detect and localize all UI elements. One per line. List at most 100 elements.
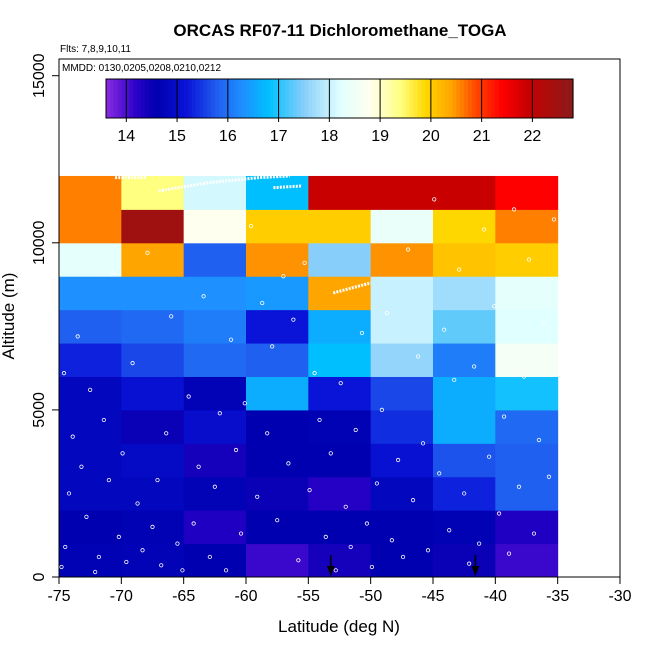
heatmap-cell: [183, 543, 247, 578]
colorbar-segment: [226, 79, 232, 118]
colorbar-segment: [460, 79, 465, 118]
colorbar-segment: [475, 79, 481, 118]
sample-point: [180, 568, 185, 573]
sample-point: [496, 511, 502, 516]
sample-point: [551, 217, 557, 222]
colorbar-tick-label: 18: [320, 128, 338, 145]
heatmap-cell: [121, 175, 185, 210]
sample-point: [124, 559, 129, 565]
colorbar-segment: [386, 79, 391, 118]
sample-point: [275, 518, 280, 523]
sample-point: [110, 270, 115, 275]
colorbar-segment: [565, 79, 570, 118]
heatmap-cell: [121, 309, 185, 344]
sample-point: [516, 484, 522, 489]
heatmap-cell: [495, 343, 559, 377]
sample-point: [328, 451, 333, 456]
heatmap-cell: [370, 276, 434, 311]
colorbar-segment: [417, 79, 422, 118]
colorbar-segment: [541, 79, 547, 118]
sample-point: [420, 441, 426, 446]
heatmap-cell: [183, 510, 247, 545]
heatmap-cell: [183, 276, 247, 311]
x-tick-label: -75: [47, 588, 70, 605]
y-tick-label: 0: [31, 572, 48, 581]
colorbar-segment: [300, 79, 306, 118]
sample-point: [265, 431, 270, 436]
heatmap-cell: [246, 209, 309, 244]
sample-point: [212, 484, 217, 489]
arrow-head: [471, 566, 480, 576]
colorbar-segment: [487, 79, 492, 118]
colorbar-segment: [106, 79, 111, 118]
sample-point: [233, 447, 239, 453]
heatmap-cell: [121, 409, 185, 444]
sample-point: [442, 327, 447, 332]
sample-point: [472, 364, 477, 369]
sample-point: [425, 548, 431, 553]
colorbar-segment: [113, 79, 119, 118]
colorbar-segment: [553, 79, 559, 118]
colorbar-segment: [222, 79, 228, 118]
colorbar-tick-label: 14: [117, 128, 135, 145]
heatmap-cell: [246, 276, 309, 311]
colorbar-segment: [203, 79, 208, 118]
sample-point: [536, 437, 542, 443]
heatmap-cell: [246, 510, 309, 545]
sample-point: [93, 569, 98, 575]
colorbar-segment: [176, 79, 181, 118]
heatmap-cell: [433, 476, 496, 511]
colorbar-tick-label: 22: [523, 128, 541, 145]
sample-point: [120, 451, 125, 456]
heatmap-cell: [495, 376, 559, 411]
heatmap-cell: [121, 443, 185, 478]
y-tick-label: 10000: [31, 220, 48, 265]
heatmap-cell: [59, 309, 122, 344]
colorbar-segment: [444, 79, 450, 118]
colorbar-segment: [187, 79, 193, 118]
sample-point: [75, 334, 80, 339]
sample-point: [437, 471, 442, 476]
colorbar-segment: [117, 79, 123, 118]
heatmap-cells: [59, 175, 559, 578]
x-tick-label: -40: [484, 588, 507, 605]
sample-point: [389, 538, 394, 543]
colorbar-segment: [327, 79, 333, 118]
sample-point: [405, 247, 411, 252]
colorbar-segment: [183, 79, 189, 118]
colorbar-segment: [144, 79, 150, 118]
colorbar-segment: [425, 79, 430, 118]
colorbar-segment: [495, 79, 500, 118]
heatmap-cell: [308, 242, 372, 277]
colorbar-segment: [304, 79, 309, 118]
sample-point: [248, 223, 254, 229]
sample-point: [228, 337, 234, 342]
colorbar-segment: [405, 79, 411, 118]
colorbar-segment: [172, 79, 177, 118]
sample-point: [61, 371, 67, 376]
colorbar-segment: [526, 79, 531, 118]
colorbar-segment: [261, 79, 267, 118]
sample-points: [59, 197, 557, 575]
heatmap-cell: [183, 242, 247, 277]
colorbar-segment: [393, 79, 399, 118]
sample-point: [348, 544, 353, 550]
heatmap-cell: [121, 343, 185, 377]
sample-point: [531, 531, 537, 536]
colorbar-segment: [335, 79, 341, 118]
heatmap-cell: [59, 443, 122, 478]
sample-point: [196, 464, 201, 469]
colorbar-segment: [316, 79, 321, 118]
colorbar-segment: [137, 79, 142, 118]
colorbar-segment: [491, 79, 496, 118]
heatmap-cell: [308, 309, 372, 344]
sample-point: [364, 521, 370, 526]
sample-point: [140, 548, 145, 553]
colorbar-segment: [257, 79, 263, 118]
colorbar-segment: [370, 79, 376, 118]
colorbar-segment: [456, 79, 461, 118]
y-tick-label: 15000: [31, 53, 48, 98]
sample-point: [546, 474, 552, 479]
heatmap-cell: [370, 409, 434, 444]
heatmap-cell: [183, 209, 247, 244]
